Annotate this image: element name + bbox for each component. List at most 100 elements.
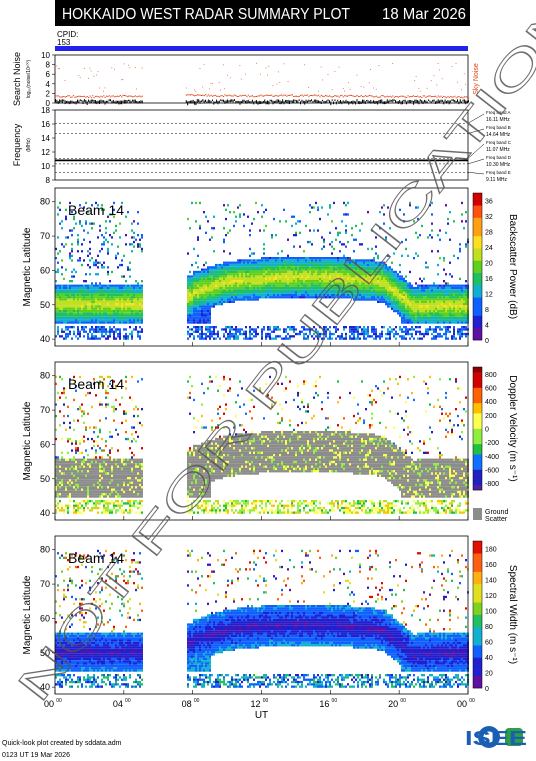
backscatter-power-cell bbox=[189, 298, 191, 301]
backscatter-power-cell bbox=[135, 303, 137, 306]
backscatter-power-cell bbox=[255, 273, 257, 276]
backscatter-power-cell bbox=[119, 316, 121, 320]
backscatter-power-cell bbox=[75, 314, 77, 317]
backscatter-power-cell bbox=[135, 286, 137, 290]
backscatter-power-cell bbox=[271, 286, 273, 290]
backscatter-power-cell bbox=[237, 280, 239, 283]
backscatter-power-cell bbox=[301, 291, 303, 294]
backscatter-power-cell bbox=[327, 337, 329, 340]
backscatter-power-cell bbox=[223, 282, 225, 285]
backscatter-power-cell bbox=[197, 307, 199, 310]
backscatter-power-cell bbox=[405, 293, 407, 297]
backscatter-power-cell bbox=[401, 337, 403, 340]
noise-point bbox=[265, 67, 267, 69]
backscatter-power-cell bbox=[293, 330, 295, 333]
backscatter-power-cell bbox=[223, 250, 225, 253]
backscatter-power-cell bbox=[75, 335, 77, 338]
noise-bar bbox=[434, 101, 436, 104]
backscatter-power-cell bbox=[393, 309, 395, 313]
backscatter-power-cell bbox=[249, 234, 251, 237]
backscatter-power-cell bbox=[187, 321, 189, 324]
backscatter-power-cell bbox=[293, 282, 295, 285]
backscatter-power-cell bbox=[269, 335, 271, 338]
backscatter-power-cell bbox=[55, 247, 57, 251]
backscatter-power-cell bbox=[71, 234, 73, 237]
backscatter-power-cell bbox=[201, 335, 203, 338]
noise-point bbox=[388, 96, 390, 98]
backscatter-power-cell bbox=[277, 275, 279, 278]
backscatter-power-cell bbox=[111, 213, 113, 216]
backscatter-power-cell bbox=[313, 270, 315, 274]
backscatter-power-cell bbox=[241, 296, 243, 299]
backscatter-power-cell bbox=[283, 328, 285, 331]
backscatter-power-cell bbox=[311, 286, 313, 290]
backscatter-power-cell bbox=[431, 229, 433, 232]
backscatter-power-cell bbox=[351, 270, 353, 274]
backscatter-power-cell bbox=[95, 330, 97, 333]
backscatter-power-cell bbox=[207, 289, 209, 292]
backscatter-power-cell bbox=[431, 309, 433, 313]
backscatter-power-cell bbox=[385, 282, 387, 285]
backscatter-power-cell bbox=[111, 291, 113, 294]
backscatter-power-cell bbox=[129, 298, 131, 301]
noise-bar bbox=[451, 99, 453, 101]
backscatter-power-cell bbox=[101, 328, 103, 331]
backscatter-power-cell bbox=[441, 289, 443, 292]
backscatter-power-cell bbox=[129, 300, 131, 303]
noise-bar bbox=[77, 99, 79, 103]
backscatter-power-cell bbox=[219, 280, 221, 283]
backscatter-power-cell bbox=[195, 328, 197, 331]
backscatter-power-cell bbox=[187, 286, 189, 290]
backscatter-power-cell bbox=[393, 303, 395, 306]
backscatter-power-cell bbox=[459, 293, 461, 297]
backscatter-power-cell bbox=[335, 289, 337, 292]
backscatter-power-cell bbox=[451, 337, 453, 340]
noise-bar bbox=[322, 99, 324, 102]
backscatter-power-cell bbox=[57, 332, 59, 336]
backscatter-power-cell bbox=[81, 284, 83, 287]
noise-point bbox=[260, 94, 262, 96]
backscatter-power-cell bbox=[69, 229, 71, 232]
backscatter-power-cell bbox=[267, 284, 269, 287]
backscatter-power-cell bbox=[331, 296, 333, 299]
backscatter-power-cell bbox=[65, 326, 67, 329]
backscatter-power-cell bbox=[411, 312, 413, 315]
backscatter-power-cell bbox=[197, 321, 199, 324]
backscatter-power-cell bbox=[283, 282, 285, 285]
backscatter-power-cell bbox=[215, 303, 217, 306]
backscatter-power-cell bbox=[93, 328, 95, 331]
backscatter-power-cell bbox=[347, 268, 349, 271]
backscatter-power-cell bbox=[407, 296, 409, 299]
backscatter-power-cell bbox=[225, 337, 227, 340]
noise-point bbox=[222, 64, 224, 66]
noise-point bbox=[103, 90, 104, 92]
backscatter-power-cell bbox=[191, 309, 193, 313]
backscatter-power-cell bbox=[205, 298, 207, 301]
backscatter-power-cell bbox=[227, 291, 229, 294]
backscatter-power-cell bbox=[393, 270, 395, 274]
noise-bar bbox=[66, 101, 68, 104]
backscatter-power-cell bbox=[241, 280, 243, 283]
noise-bar bbox=[415, 99, 417, 103]
noise-point bbox=[452, 96, 455, 98]
backscatter-power-cell bbox=[193, 307, 195, 310]
backscatter-power-cell bbox=[451, 298, 453, 301]
backscatter-power-cell bbox=[233, 263, 235, 267]
noise-point bbox=[271, 94, 273, 96]
backscatter-power-cell bbox=[133, 240, 135, 244]
backscatter-power-cell bbox=[257, 268, 259, 271]
backscatter-power-cell bbox=[101, 307, 103, 310]
backscatter-power-cell bbox=[57, 319, 59, 322]
backscatter-power-cell bbox=[295, 293, 297, 297]
backscatter-power-cell bbox=[65, 300, 67, 303]
backscatter-power-cell bbox=[55, 284, 57, 287]
backscatter-power-cell bbox=[375, 291, 377, 294]
backscatter-power-cell bbox=[329, 291, 331, 294]
backscatter-power-cell bbox=[405, 289, 407, 292]
backscatter-power-cell bbox=[289, 335, 291, 338]
backscatter-power-cell bbox=[409, 291, 411, 294]
backscatter-power-cell bbox=[439, 257, 441, 260]
backscatter-power-cell bbox=[265, 268, 267, 271]
backscatter-power-cell bbox=[317, 261, 319, 264]
backscatter-power-cell bbox=[309, 293, 311, 297]
